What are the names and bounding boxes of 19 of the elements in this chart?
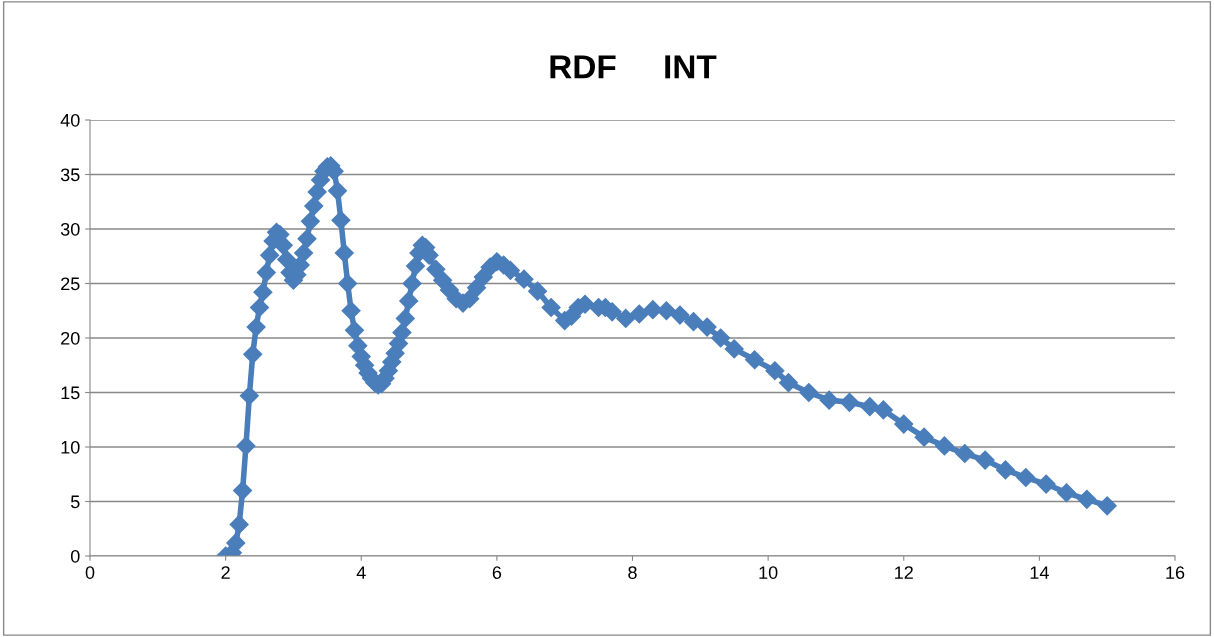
x-tick-label: 2: [221, 566, 230, 579]
chart-title: RDF INT: [550, 55, 717, 79]
y-tick-label: 25: [61, 277, 80, 291]
x-tick-label: 8: [628, 566, 637, 579]
y-tick-label: 5: [70, 495, 80, 509]
y-tick-label: 35: [60, 168, 80, 182]
y-tick-label: 30: [60, 222, 80, 236]
x-tick-label: 14: [1030, 566, 1049, 579]
x-tick-label: 0: [85, 566, 95, 579]
x-tick-label: 16: [1166, 566, 1185, 579]
x-tick-label: 10: [759, 566, 778, 579]
x-tick-label: 12: [895, 566, 913, 579]
y-tick-label: 15: [61, 386, 80, 400]
x-tick-label: 6: [492, 566, 502, 579]
y-tick-label: 20: [61, 331, 80, 345]
y-tick-label: 0: [70, 549, 80, 563]
x-tick-label: 4: [356, 566, 366, 579]
y-tick-label: 10: [61, 440, 80, 454]
y-tick-label: 40: [60, 113, 80, 127]
